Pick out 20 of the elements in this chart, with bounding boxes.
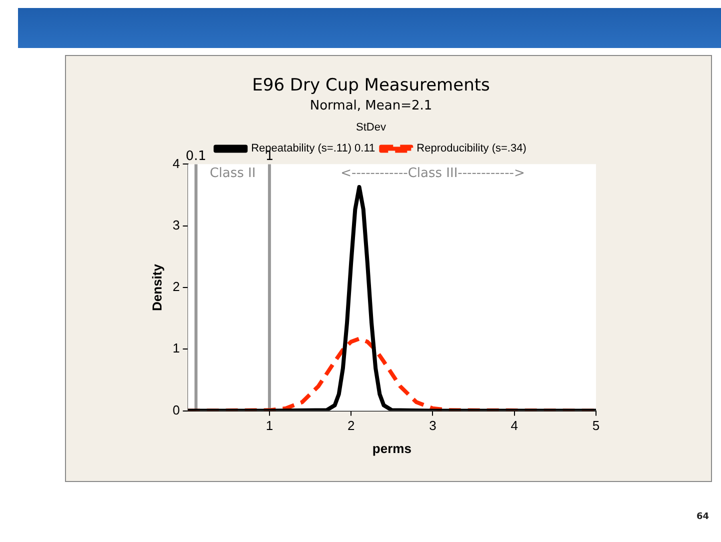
legend-label: Reproducibility (s=.34) — [416, 142, 526, 155]
band-label: <------------Class III------------> — [340, 166, 525, 182]
chart-title: E96 Dry Cup Measurements — [252, 76, 490, 96]
x-tick-label: 1 — [266, 418, 274, 434]
x-tick-label: 2 — [347, 418, 355, 434]
legend-title: StDev — [356, 122, 386, 134]
band-label: Class II — [210, 166, 256, 182]
x-tick-label: 3 — [429, 418, 436, 434]
x-tick-label: 5 — [592, 418, 600, 434]
x-tick-label: 4 — [510, 418, 518, 434]
chart-subtitle: Normal, Mean=2.1 — [310, 98, 432, 114]
y-tick-label: 4 — [172, 156, 180, 171]
x-axis-title: perms — [372, 440, 412, 456]
y-tick-label: 0 — [172, 402, 180, 418]
y-axis-title: Density — [149, 263, 164, 311]
y-tick-label: 3 — [172, 217, 180, 232]
y-tick-label: 2 — [172, 279, 180, 294]
y-tick-label: 1 — [172, 340, 180, 356]
text: 64 — [696, 512, 709, 522]
ref-line-label: 0.1 — [186, 149, 206, 164]
